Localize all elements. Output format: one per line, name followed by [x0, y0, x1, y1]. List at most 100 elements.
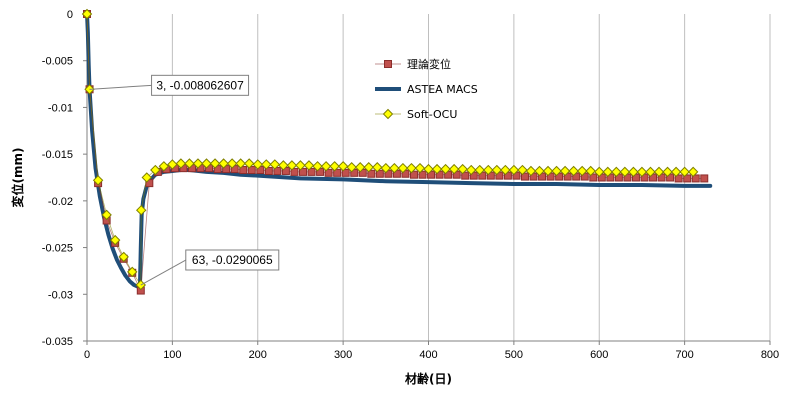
legend-item-2: Soft-OCU [375, 108, 457, 121]
data-point [491, 164, 503, 176]
data-point [247, 166, 256, 175]
data-point [175, 158, 187, 169]
data-point [679, 166, 690, 178]
data-point [602, 166, 613, 178]
legend: 理論変位 ASTEA MACS Soft-OCU [375, 57, 478, 121]
legend-label: ASTEA MACS [407, 83, 478, 96]
data-point [261, 159, 272, 170]
data-point [431, 163, 443, 175]
legend-label: Soft-OCU [407, 108, 457, 121]
data-point [109, 234, 121, 246]
data-point [329, 161, 340, 172]
data-point [354, 162, 366, 173]
x-tick-label: 200 [249, 349, 267, 361]
legend-swatch-marker [384, 60, 392, 68]
data-point [167, 159, 178, 170]
data-point [372, 162, 383, 173]
data-point [158, 161, 170, 172]
data-point [576, 165, 588, 177]
y-tick-label: -0.005 [42, 56, 73, 68]
data-point [500, 164, 511, 176]
data-point [341, 168, 350, 177]
data-point [367, 169, 376, 178]
data-point [389, 162, 400, 174]
data-point [457, 163, 468, 175]
data-point [333, 168, 342, 177]
data-point [542, 165, 554, 177]
data-point [700, 174, 709, 183]
data-point [150, 164, 161, 176]
data-point [201, 158, 212, 169]
data-point [375, 169, 384, 178]
data-point [508, 164, 520, 176]
data-point [184, 158, 195, 169]
data-point [127, 266, 138, 278]
y-tick-label: -0.02 [48, 196, 73, 208]
data-point [278, 160, 289, 171]
x-tick-label: 500 [505, 349, 523, 361]
data-point [568, 165, 579, 177]
data-point [611, 166, 622, 178]
data-point [141, 172, 152, 183]
data-point [520, 172, 529, 181]
data-point [380, 162, 392, 174]
data-point [585, 165, 596, 177]
callout: 63, -0.0290065 [140, 249, 280, 286]
data-point [218, 158, 229, 169]
data-point [290, 167, 299, 176]
y-tick-label: 0 [67, 9, 73, 21]
data-point [406, 162, 417, 174]
data-point [551, 165, 562, 177]
data-point [239, 166, 248, 175]
data-point [670, 166, 682, 178]
callout-box [151, 74, 250, 96]
data-point [235, 158, 246, 169]
annotations-layer: 3, -0.008062607 63, -0.0290065 [89, 74, 280, 286]
x-tick-label: 0 [84, 349, 90, 361]
data-point [226, 158, 238, 169]
callout-leader [89, 84, 152, 90]
data-point [683, 174, 692, 183]
data-point [619, 166, 631, 178]
data-point [81, 8, 93, 20]
data-point [192, 158, 204, 169]
data-point [101, 209, 112, 221]
data-point [244, 158, 255, 169]
data-point [525, 165, 537, 177]
data-point [397, 162, 409, 174]
data-point [414, 162, 426, 174]
data-point [312, 161, 323, 172]
y-tick-label: -0.035 [42, 336, 73, 348]
data-point [298, 167, 307, 176]
data-point [307, 167, 316, 176]
data-point [559, 165, 571, 177]
data-point [337, 161, 349, 172]
callout-label: 63, -0.0290065 [192, 253, 273, 267]
data-point [409, 170, 418, 179]
data-point [589, 173, 598, 182]
x-tick-label: 300 [334, 349, 352, 361]
axes: 0 100 200 300 400 500 600 700 800 0 -0.005 -0.01 -0.… [10, 9, 779, 386]
data-point [662, 166, 673, 178]
data-point [474, 164, 485, 176]
y-tick-label: -0.03 [48, 289, 73, 301]
data-point [691, 174, 700, 183]
data-point [92, 175, 104, 186]
callout-leader [140, 259, 187, 286]
x-tick-label: 400 [419, 349, 437, 361]
data-point [653, 166, 665, 178]
data-point [269, 159, 281, 170]
legend-swatch-marker [382, 108, 394, 120]
y-tick-label: -0.015 [42, 149, 73, 161]
data-point [448, 163, 460, 175]
data-point [136, 204, 147, 216]
x-tick-label: 100 [163, 349, 181, 361]
x-tick-label: 600 [590, 349, 608, 361]
data-point [346, 162, 357, 173]
data-point [483, 164, 494, 176]
data-point [517, 164, 528, 176]
data-point [423, 163, 434, 175]
callout-label: 3, -0.008062607 [156, 78, 244, 92]
